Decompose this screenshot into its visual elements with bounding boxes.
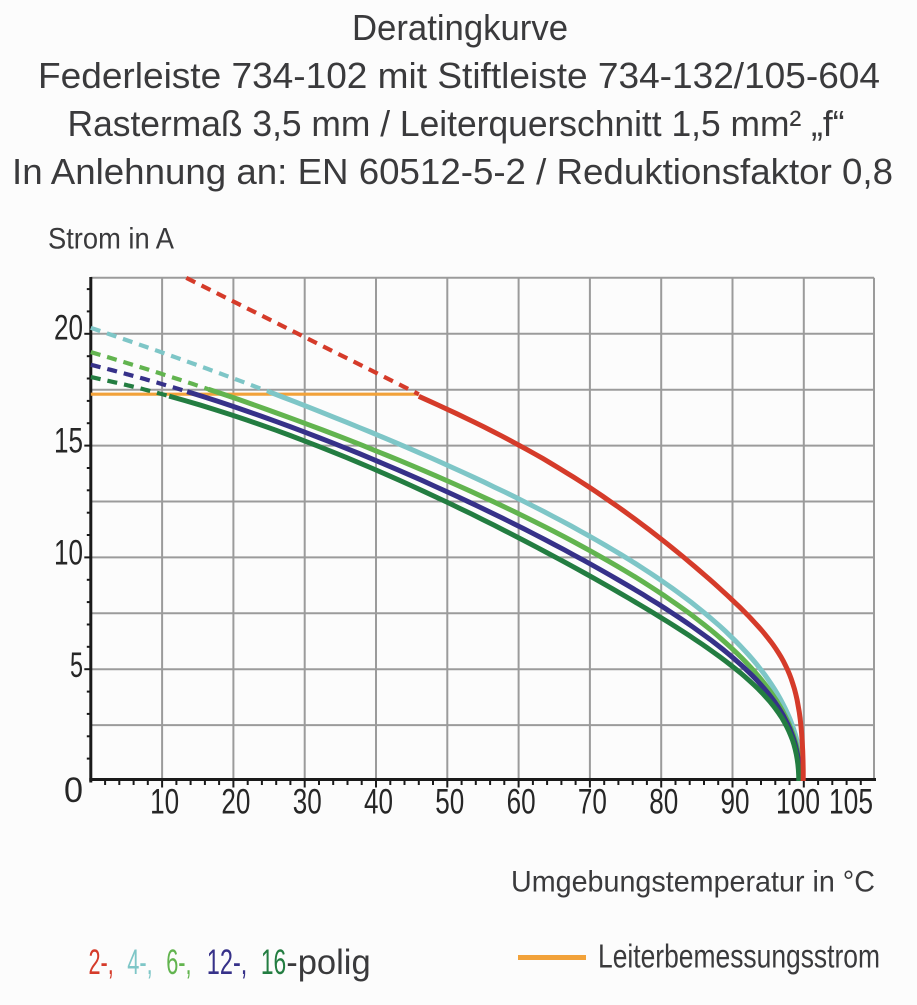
svg-text:105: 105: [829, 782, 873, 821]
svg-text:10: 10: [54, 534, 83, 573]
svg-text:50: 50: [435, 782, 464, 821]
svg-text:12-,: 12-,: [207, 943, 248, 982]
svg-text:60: 60: [507, 782, 536, 821]
svg-text:16: 16: [261, 943, 286, 982]
svg-text:2-,: 2-,: [89, 943, 114, 982]
svg-text:-polig: -polig: [286, 943, 371, 982]
svg-text:5: 5: [70, 646, 83, 685]
svg-text:90: 90: [721, 782, 750, 821]
svg-text:Leiterbemessungsstrom: Leiterbemessungsstrom: [598, 938, 880, 975]
svg-text:70: 70: [578, 782, 607, 821]
svg-text:30: 30: [293, 782, 322, 821]
svg-text:Rastermaß 3,5 mm / Leiterquers: Rastermaß 3,5 mm / Leiterquerschnitt 1,5…: [68, 103, 845, 144]
svg-text:0: 0: [64, 771, 83, 810]
svg-text:Federleiste 734-102 mit Stiftl: Federleiste 734-102 mit Stiftleiste 734-…: [38, 55, 880, 96]
svg-text:20: 20: [54, 309, 83, 348]
svg-text:In Anlehnung an: EN 60512-5-2: In Anlehnung an: EN 60512-5-2 / Reduktio…: [12, 151, 893, 192]
svg-text:100: 100: [776, 782, 820, 821]
svg-text:40: 40: [364, 782, 393, 821]
svg-text:15: 15: [54, 422, 83, 461]
svg-text:Umgebungstemperatur in °C: Umgebungstemperatur in °C: [511, 866, 875, 899]
svg-text:Deratingkurve: Deratingkurve: [352, 7, 568, 48]
svg-text:6-,: 6-,: [166, 943, 191, 982]
svg-text:4-,: 4-,: [127, 943, 152, 982]
svg-text:20: 20: [221, 782, 250, 821]
svg-text:Strom in A: Strom in A: [48, 223, 174, 256]
svg-text:10: 10: [150, 782, 179, 821]
svg-text:80: 80: [649, 782, 678, 821]
